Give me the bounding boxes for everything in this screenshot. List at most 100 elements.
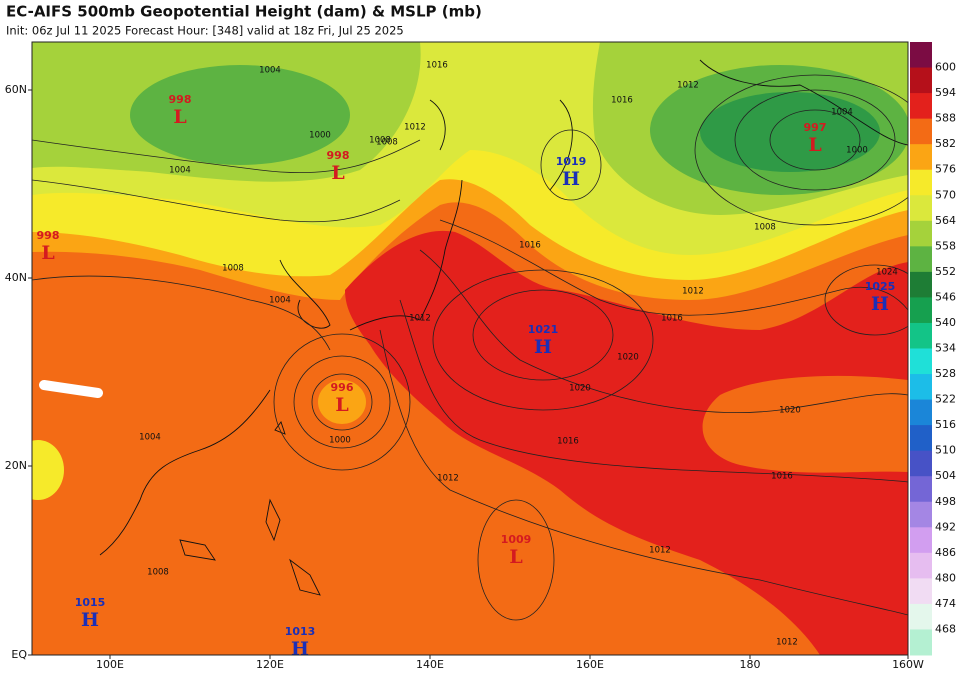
lon-label: 160W <box>892 658 924 671</box>
isobar-label: 1004 <box>169 166 191 176</box>
colorbar-swatch <box>910 578 932 605</box>
lon-label: 140E <box>416 658 444 671</box>
colorbar-swatch <box>910 246 932 273</box>
title: EC-AIFS 500mb Geopotential Height (dam) … <box>6 3 482 21</box>
isobar <box>734 89 896 191</box>
colorbar-label: 594 <box>935 86 956 99</box>
white-streak <box>39 380 103 398</box>
isobar-label: 1000 <box>309 131 331 141</box>
isobar-label: 1016 <box>557 437 579 447</box>
colorbar-swatch <box>910 220 932 247</box>
isobar-label: 1020 <box>569 384 591 394</box>
colorbar-swatch <box>910 425 932 452</box>
colorbar-swatch <box>910 450 932 477</box>
colorbar-swatch <box>910 169 932 196</box>
isobar <box>432 269 654 411</box>
isobar-label: 1004 <box>269 296 291 306</box>
center-value: 998 <box>327 149 350 162</box>
isobar-label: 1016 <box>611 96 633 106</box>
lat-label: 60N <box>5 83 27 96</box>
center-letter: L <box>173 106 186 128</box>
center-value: 998 <box>169 93 192 106</box>
center-letter: H <box>534 336 552 358</box>
colorbar-swatch <box>910 322 932 349</box>
colorbar-swatch <box>910 67 932 94</box>
typhoon-core <box>318 380 366 424</box>
colorbar-label: 534 <box>935 342 956 355</box>
center-value: 1013 <box>285 625 316 638</box>
center-letter: L <box>331 162 344 184</box>
colorbar-swatch <box>910 399 932 426</box>
center-letter: L <box>41 242 54 264</box>
colorbar-swatch <box>910 118 932 145</box>
map-frame <box>31 41 909 656</box>
center-value: 996 <box>331 381 354 394</box>
isobar-label: 1020 <box>779 406 801 416</box>
isobar <box>439 219 908 316</box>
colorbar-label: 522 <box>935 393 956 406</box>
isobar-label: 1004 <box>259 66 281 76</box>
colorbar-label: 474 <box>935 597 956 610</box>
center-letter: L <box>335 394 348 416</box>
isobar <box>293 355 391 449</box>
isobar-label: 1004 <box>831 108 853 118</box>
colorbar-label: 588 <box>935 112 956 125</box>
isobar-label: 1008 <box>222 264 244 274</box>
colorbar-label: 516 <box>935 418 956 431</box>
isobar-label: 1008 <box>754 223 776 233</box>
isobar <box>472 289 614 381</box>
colorbar-swatch <box>910 527 932 554</box>
colorbar-label: 552 <box>935 265 956 278</box>
isobar-label: 1016 <box>519 241 541 251</box>
center-letter: H <box>871 293 889 315</box>
isobar <box>273 333 411 471</box>
center-letter: L <box>509 546 522 568</box>
center-value: 1025 <box>865 280 896 293</box>
colorbar-label: 492 <box>935 520 956 533</box>
isobar <box>311 373 373 431</box>
lat-label: 20N <box>5 459 27 472</box>
isobar <box>769 109 861 171</box>
colorbar-label: 582 <box>935 137 956 150</box>
colorbar-swatch <box>910 374 932 401</box>
height-576-spot <box>32 440 64 500</box>
colorbar-swatch <box>910 195 932 222</box>
colorbar-swatch <box>910 629 932 656</box>
isobar-label: 1004 <box>139 433 161 443</box>
colorbar-label: 510 <box>935 444 956 457</box>
center-value: 997 <box>804 121 827 134</box>
center-value: 1009 <box>501 533 532 546</box>
isobar <box>32 139 421 351</box>
height-558 <box>130 65 350 165</box>
isobar <box>477 499 555 621</box>
center-value: 1019 <box>556 155 587 168</box>
isobar-label: 1008 <box>369 136 391 146</box>
isobar-label: 1000 <box>329 436 351 446</box>
colorbar-label: 486 <box>935 546 956 559</box>
isobar-label: 1012 <box>404 123 426 133</box>
height-552 <box>700 92 880 172</box>
subtitle: Init: 06z Jul 11 2025 Forecast Hour: [34… <box>6 24 404 38</box>
isobar <box>540 129 602 201</box>
coastline <box>99 59 908 556</box>
isobar-label: 1012 <box>677 81 699 91</box>
isobar-label: 1012 <box>682 287 704 297</box>
colorbar-swatch <box>910 476 932 503</box>
colorbar-label: 558 <box>935 239 956 252</box>
lat-label: 40N <box>5 271 27 284</box>
colorbar-label: 468 <box>935 622 956 635</box>
map: 998L998L997L996L1009L998L1019H1021H1025H… <box>32 42 908 655</box>
colorbar-swatch <box>910 42 932 69</box>
colorbar-label: 546 <box>935 290 956 303</box>
isobar <box>379 329 908 616</box>
lon-label: 120E <box>256 658 284 671</box>
isobar-label: 1020 <box>617 353 639 363</box>
isobar-label: 1016 <box>426 61 448 71</box>
lat-label: EQ <box>11 648 27 661</box>
isobar-label: 1012 <box>649 546 671 556</box>
island-coastline <box>179 421 321 596</box>
center-letter: H <box>81 609 99 631</box>
height-588-tongue <box>702 375 908 473</box>
colorbar-label: 600 <box>935 61 956 74</box>
